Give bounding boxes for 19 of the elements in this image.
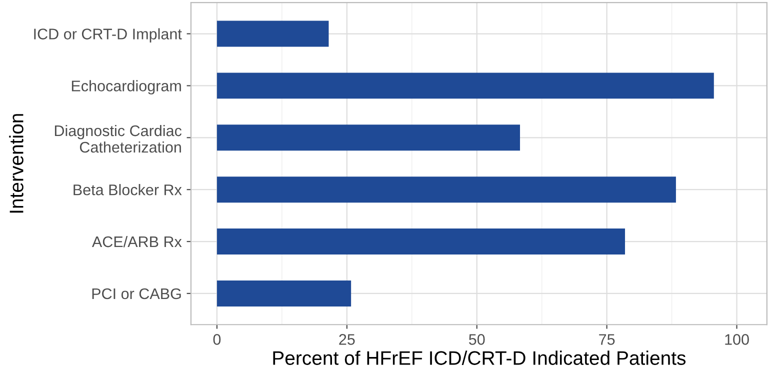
- bar: [216, 280, 352, 306]
- y-tick-label: ICD or CRT-D Implant: [34, 28, 182, 42]
- x-tick-label: 25: [339, 334, 355, 345]
- bar: [216, 228, 626, 255]
- x-tick-label: 100: [725, 334, 749, 345]
- y-tick-label: Echocardiogram: [72, 80, 181, 94]
- bar: [216, 20, 329, 47]
- bar: [216, 124, 520, 151]
- x-tick-label: 50: [468, 334, 485, 345]
- y-axis-title: Intervention: [9, 114, 24, 213]
- bar: [216, 176, 676, 203]
- x-tick-label: 0: [213, 334, 221, 345]
- y-tick-label: Diagnostic Cardiac Catheterization: [54, 124, 182, 153]
- x-axis-title: Percent of HFrEF ICD/CRT-D Indicated Patients: [273, 350, 686, 365]
- x-tick-label: 75: [599, 334, 615, 345]
- y-tick-label: PCI or CABG: [92, 288, 181, 300]
- y-tick-label: Beta Blocker Rx: [74, 184, 182, 196]
- y-tick-label: ACE/ARB Rx: [92, 236, 182, 248]
- bar: [216, 72, 714, 99]
